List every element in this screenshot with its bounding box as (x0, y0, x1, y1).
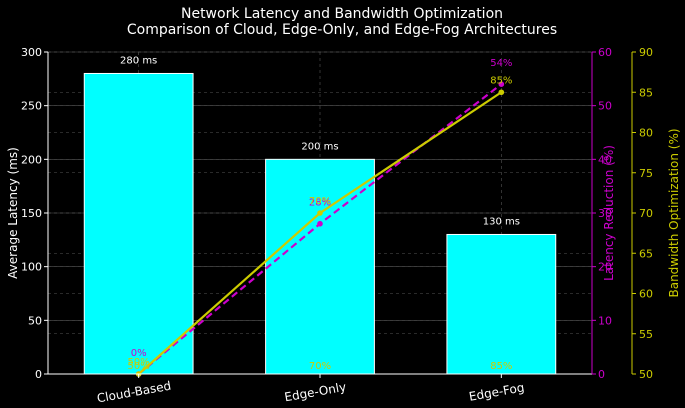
bar-cloud-based (83, 72, 194, 375)
y-right2-tick-label: 65 (639, 247, 653, 260)
y-right1-tick-label: 60 (598, 46, 612, 59)
line-value-label: 70% (309, 196, 331, 207)
y-right1-tick-label: 30 (598, 207, 612, 220)
y-axis-right2-label: Bandwidth Optimization (%) (667, 128, 681, 297)
y-left-tick-label: 0 (35, 368, 42, 381)
chart-title: Network Latency and Bandwidth Optimizati… (181, 6, 503, 22)
y-right1-tick-label: 50 (598, 100, 612, 113)
data-labels: 280 ms 200 ms 130 ms 0% 28% 54% 50% 70% 85% 50% 70… (120, 55, 520, 372)
chart-subtitle: Comparison of Cloud, Edge-Only, and Edge… (127, 22, 557, 38)
y-left-tick-label: 100 (21, 261, 42, 274)
y-axis-right1-label: Latency Reduction (%) (602, 145, 616, 281)
bar-bottom-label: 50% (128, 361, 150, 372)
y-right2-tick-label: 60 (639, 288, 653, 301)
line-value-label: 28% (309, 198, 331, 209)
y-left-tick-label: 150 (21, 207, 42, 220)
line-value-label: 50% (128, 357, 150, 368)
bar-bottom-label: 70% (309, 361, 331, 372)
bar-value-label: 280 ms (120, 55, 157, 66)
bar-edge-fog (446, 233, 557, 375)
y-right2-tick-label: 55 (639, 328, 653, 341)
bar-value-label: 200 ms (301, 141, 338, 152)
line-point (498, 89, 505, 96)
y-right1-tick-label: 20 (598, 261, 612, 274)
line-value-label: 54% (490, 58, 512, 69)
line-value-label: 0% (131, 348, 147, 359)
y-left-tick-label: 200 (21, 153, 42, 166)
line-value-label: 85% (490, 75, 512, 86)
y-right2-tick-label: 50 (639, 368, 653, 381)
line-point (498, 81, 505, 87)
y-right2-tick-label: 90 (639, 46, 653, 59)
y-left-tick-label: 50 (28, 314, 42, 327)
x-tick-label: Edge-Only (283, 380, 347, 405)
line-point (317, 220, 323, 227)
y-left-tick-label: 250 (21, 100, 42, 113)
y-right2-tick-label: 80 (639, 127, 653, 140)
line-point (317, 210, 323, 216)
y-axis-left-label: Average Latency (ms) (6, 147, 20, 279)
y-right2-tick-label: 75 (639, 167, 653, 180)
y-right1-tick-label: 10 (598, 314, 612, 327)
bar-bottom-label: 85% (490, 361, 512, 372)
y-left-tick-label: 300 (21, 46, 42, 59)
bar-value-label: 130 ms (483, 216, 520, 227)
y-right1-tick-label: 0 (598, 368, 605, 381)
y-right1-tick-label: 40 (598, 153, 612, 166)
x-tick-label: Edge-Fog (468, 380, 526, 404)
bar-edge-only (265, 158, 375, 375)
x-tick-label: Cloud-Based (96, 379, 172, 406)
y-right2-tick-label: 70 (639, 207, 653, 220)
y-right2-tick-label: 85 (639, 86, 653, 99)
